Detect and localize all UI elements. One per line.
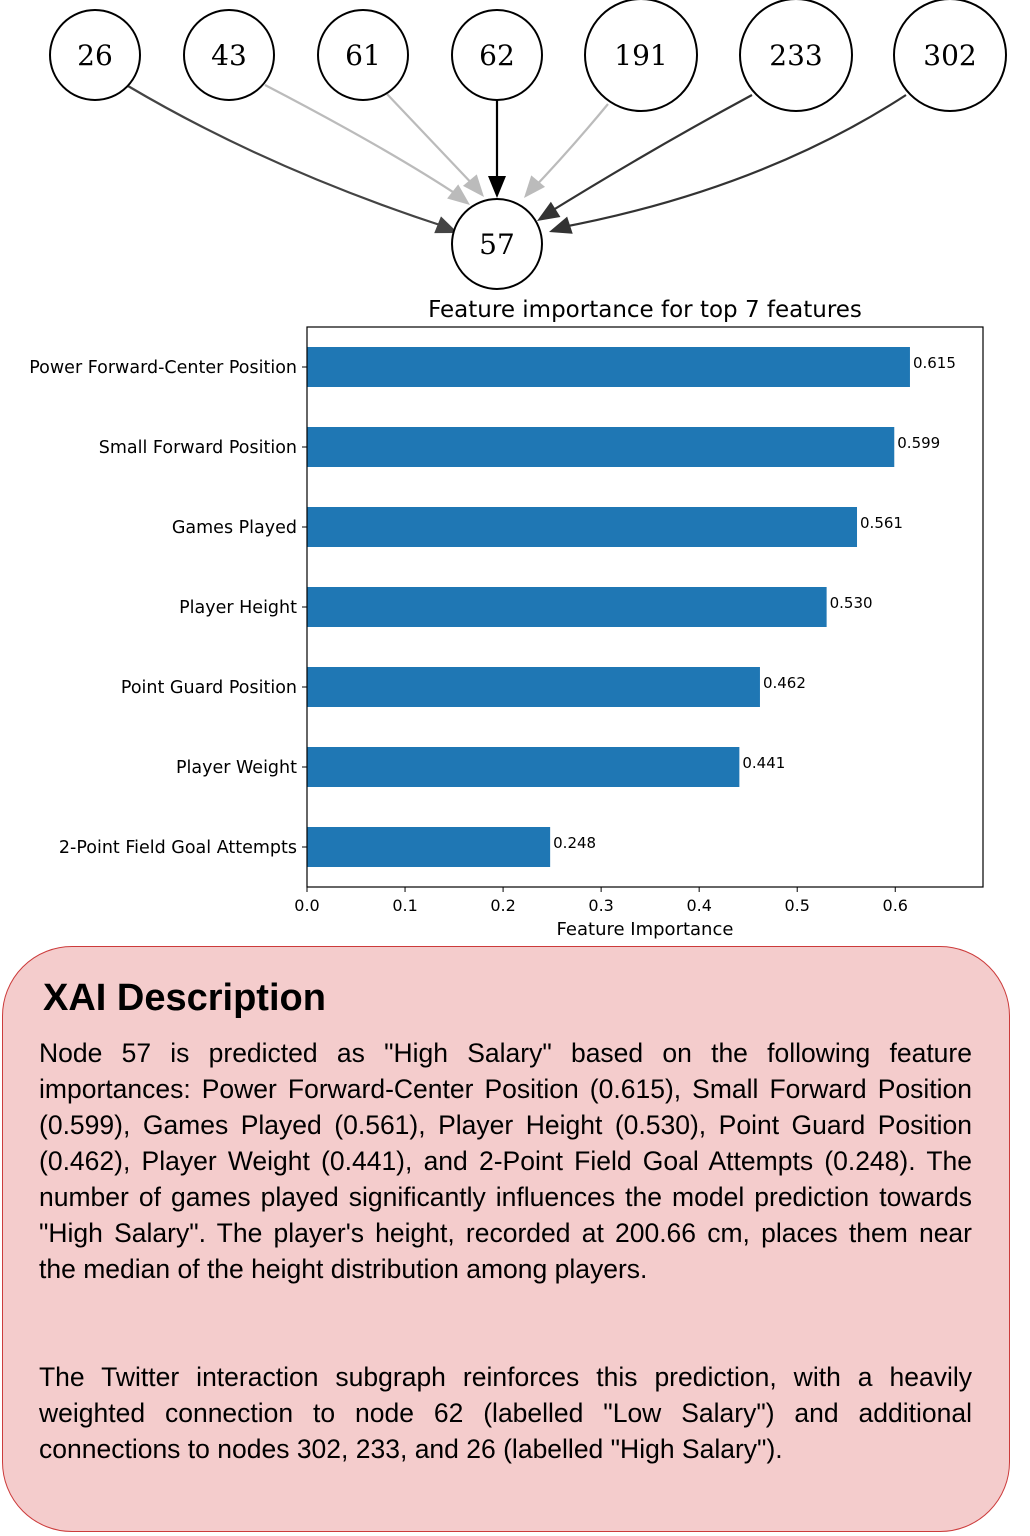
y-tick-label: Player Height	[179, 598, 297, 618]
graph-edge	[544, 94, 753, 216]
graph-node-26	[49, 9, 141, 101]
neighborhood-graph: 26 43 61 62 191 233 302 57	[49, 0, 1007, 290]
graph-target-label: 57	[479, 228, 515, 261]
xai-paragraph-2: The Twitter interaction subgraph reinfor…	[39, 1362, 972, 1464]
y-tick-label: Games Played	[172, 518, 297, 538]
graph-arrowhead	[462, 174, 484, 197]
x-axis-label: Feature Importance	[557, 919, 734, 940]
plot-frame	[306, 326, 984, 888]
graph-node-label: 26	[77, 39, 113, 72]
x-tick-label: 0.6	[883, 896, 908, 915]
y-tick-label: Point Guard Position	[121, 678, 297, 698]
graph-arrowhead	[447, 184, 470, 205]
graph-node-label: 233	[769, 39, 822, 72]
graph-arrowhead	[488, 176, 506, 198]
bar-value-label: 0.599	[897, 434, 940, 452]
bar-value-label: 0.530	[830, 594, 873, 612]
bar-value-label: 0.441	[742, 754, 785, 772]
bar	[307, 507, 858, 547]
graph-edge	[529, 103, 609, 193]
graph-node-label: 302	[923, 39, 976, 72]
graph-arrowhead	[524, 175, 546, 198]
y-tick-label: Small Forward Position	[99, 438, 297, 458]
graph-node-label: 191	[614, 39, 667, 72]
bar-value-label: 0.561	[860, 514, 903, 532]
x-tick-label: 0.2	[490, 896, 515, 915]
bar	[307, 347, 910, 387]
bar-value-label: 0.248	[553, 834, 596, 852]
x-tick-label: 0.4	[686, 896, 711, 915]
bar	[307, 747, 740, 787]
bar-value-label: 0.462	[763, 674, 806, 692]
chart-title: Feature importance for top 7 features	[428, 297, 862, 323]
graph-node-label: 43	[211, 39, 247, 72]
graph-node-label: 61	[345, 39, 381, 72]
x-tick-label: 0.1	[392, 896, 417, 915]
feature-importance-chart: Feature importance for top 7 features 0.6…	[29, 297, 984, 940]
graph-node-233	[739, 0, 853, 112]
graph-node-43	[183, 9, 275, 101]
graph-edge	[386, 93, 479, 191]
graph-node-61	[317, 9, 409, 101]
xai-title: XAI Description	[43, 977, 326, 1019]
graph-edge	[264, 84, 463, 199]
graph-arrowhead	[537, 201, 561, 221]
bar	[307, 427, 895, 467]
graph-arrowhead	[434, 216, 458, 234]
graph-node-191	[584, 0, 698, 112]
bar	[307, 667, 760, 707]
x-tick-label: 0.0	[294, 896, 319, 915]
xai-paragraph-1: Node 57 is predicted as "High Salary" ba…	[39, 1038, 972, 1284]
bar	[307, 827, 551, 867]
bar-value-label: 0.615	[913, 354, 956, 372]
y-tick-label: 2-Point Field Goal Attempts	[59, 838, 297, 858]
x-tick-label: 0.5	[784, 896, 809, 915]
graph-node-62	[451, 9, 543, 101]
graph-target-node	[451, 198, 543, 290]
graph-node-302	[893, 0, 1007, 112]
graph-edge	[127, 85, 450, 230]
xai-description-box: XAI Description Node 57 is predicted as …	[2, 946, 1010, 1532]
graph-arrowhead	[549, 216, 573, 234]
graph-edge	[557, 94, 907, 230]
bar	[307, 587, 827, 627]
y-tick-label: Power Forward-Center Position	[29, 358, 297, 378]
graph-node-label: 62	[479, 39, 515, 72]
x-tick-label: 0.3	[588, 896, 613, 915]
y-tick-label: Player Weight	[176, 758, 297, 778]
